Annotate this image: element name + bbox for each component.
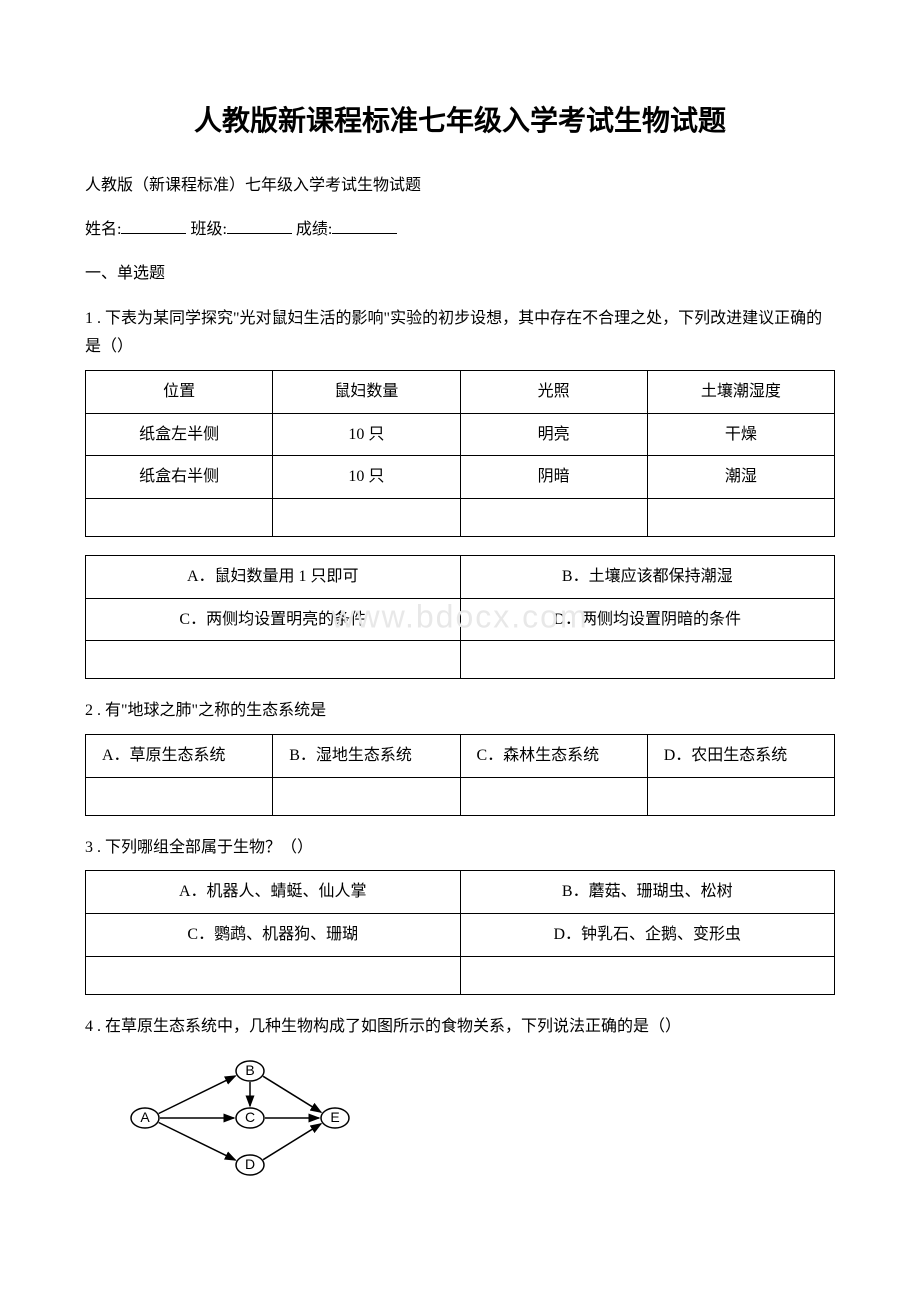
svg-text:C: C — [245, 1109, 255, 1125]
options-wrapper: www.bdocx.com A．鼠妇数量用 1 只即可 B．土壤应该都保持潮湿 … — [85, 555, 835, 679]
option-cell: A．鼠妇数量用 1 只即可 — [86, 555, 461, 598]
table-row: A．鼠妇数量用 1 只即可 B．土壤应该都保持潮湿 — [86, 555, 835, 598]
question-1-text: 1 . 下表为某同学探究"光对鼠妇生活的影响"实验的初步设想，其中存在不合理之处… — [85, 305, 835, 363]
option-cell: D．两侧均设置阴暗的条件 — [460, 598, 835, 641]
info-line: 姓名: 班级: 成绩: — [85, 216, 835, 243]
table-row: C．两侧均设置明亮的条件 D．两侧均设置阴暗的条件 — [86, 598, 835, 641]
svg-text:E: E — [330, 1109, 339, 1125]
table-cell — [460, 777, 647, 815]
table-cell: 潮湿 — [647, 456, 834, 499]
option-cell: A．机器人、蜻蜓、仙人掌 — [86, 871, 461, 914]
option-cell: C．森林生态系统 — [460, 734, 647, 777]
section-heading: 一、单选题 — [85, 261, 835, 287]
option-cell: C．两侧均设置明亮的条件 — [86, 598, 461, 641]
svg-text:B: B — [245, 1062, 254, 1078]
table-row: C．鹦鹉、机器狗、珊瑚 D．钟乳石、企鹅、变形虫 — [86, 913, 835, 956]
table-cell: 鼠妇数量 — [273, 371, 460, 414]
score-label: 成绩: — [296, 221, 332, 238]
table-cell — [86, 777, 273, 815]
question-1-options-table: A．鼠妇数量用 1 只即可 B．土壤应该都保持潮湿 C．两侧均设置明亮的条件 D… — [85, 555, 835, 679]
question-3-options-table: A．机器人、蜻蜓、仙人掌 B．蘑菇、珊瑚虫、松树 C．鹦鹉、机器狗、珊瑚 D．钟… — [85, 870, 835, 994]
svg-text:A: A — [140, 1109, 150, 1125]
table-row: A．草原生态系统 B．湿地生态系统 C．森林生态系统 D．农田生态系统 — [86, 734, 835, 777]
table-cell — [460, 641, 835, 679]
table-row — [86, 641, 835, 679]
question-3-text: 3 . 下列哪组全部属于生物？（） — [85, 834, 835, 863]
table-cell: 阴暗 — [460, 456, 647, 499]
name-label: 姓名: — [85, 221, 121, 238]
class-label: 班级: — [190, 221, 226, 238]
table-row — [86, 777, 835, 815]
table-cell — [647, 777, 834, 815]
table-cell — [273, 777, 460, 815]
option-cell: C．鹦鹉、机器狗、珊瑚 — [86, 913, 461, 956]
table-cell: 10 只 — [273, 413, 460, 456]
option-cell: A．草原生态系统 — [86, 734, 273, 777]
page-title: 人教版新课程标准七年级入学考试生物试题 — [85, 100, 835, 145]
svg-text:D: D — [245, 1156, 255, 1172]
table-row — [86, 956, 835, 994]
subtitle: 人教版（新课程标准）七年级入学考试生物试题 — [85, 173, 835, 199]
question-2-options-table: A．草原生态系统 B．湿地生态系统 C．森林生态系统 D．农田生态系统 — [85, 734, 835, 816]
question-4-diagram: A B C D E — [125, 1053, 835, 1192]
table-cell: 土壤潮湿度 — [647, 371, 834, 414]
table-cell — [86, 498, 273, 536]
option-cell: D．农田生态系统 — [647, 734, 834, 777]
table-cell: 位置 — [86, 371, 273, 414]
table-cell — [86, 641, 461, 679]
food-chain-diagram: A B C D E — [125, 1053, 385, 1183]
question-1-data-table: 位置 鼠妇数量 光照 土壤潮湿度 纸盒左半侧 10 只 明亮 干燥 纸盒右半侧 … — [85, 370, 835, 537]
table-cell — [460, 956, 835, 994]
table-cell: 明亮 — [460, 413, 647, 456]
table-row: A．机器人、蜻蜓、仙人掌 B．蘑菇、珊瑚虫、松树 — [86, 871, 835, 914]
score-blank — [332, 216, 397, 234]
option-cell: B．蘑菇、珊瑚虫、松树 — [460, 871, 835, 914]
table-cell: 纸盒右半侧 — [86, 456, 273, 499]
table-row: 纸盒左半侧 10 只 明亮 干燥 — [86, 413, 835, 456]
table-row: 纸盒右半侧 10 只 阴暗 潮湿 — [86, 456, 835, 499]
table-cell: 干燥 — [647, 413, 834, 456]
table-row — [86, 498, 835, 536]
table-cell — [647, 498, 834, 536]
question-4-text: 4 . 在草原生态系统中，几种生物构成了如图所示的食物关系，下列说法正确的是（） — [85, 1013, 835, 1042]
option-cell: B．湿地生态系统 — [273, 734, 460, 777]
name-blank — [121, 216, 186, 234]
option-cell: D．钟乳石、企鹅、变形虫 — [460, 913, 835, 956]
table-cell — [460, 498, 647, 536]
table-row: 位置 鼠妇数量 光照 土壤潮湿度 — [86, 371, 835, 414]
table-cell: 光照 — [460, 371, 647, 414]
table-cell — [273, 498, 460, 536]
question-2-text: 2 . 有"地球之肺"之称的生态系统是 — [85, 697, 835, 726]
table-cell — [86, 956, 461, 994]
class-blank — [227, 216, 292, 234]
table-cell: 纸盒左半侧 — [86, 413, 273, 456]
table-cell: 10 只 — [273, 456, 460, 499]
option-cell: B．土壤应该都保持潮湿 — [460, 555, 835, 598]
